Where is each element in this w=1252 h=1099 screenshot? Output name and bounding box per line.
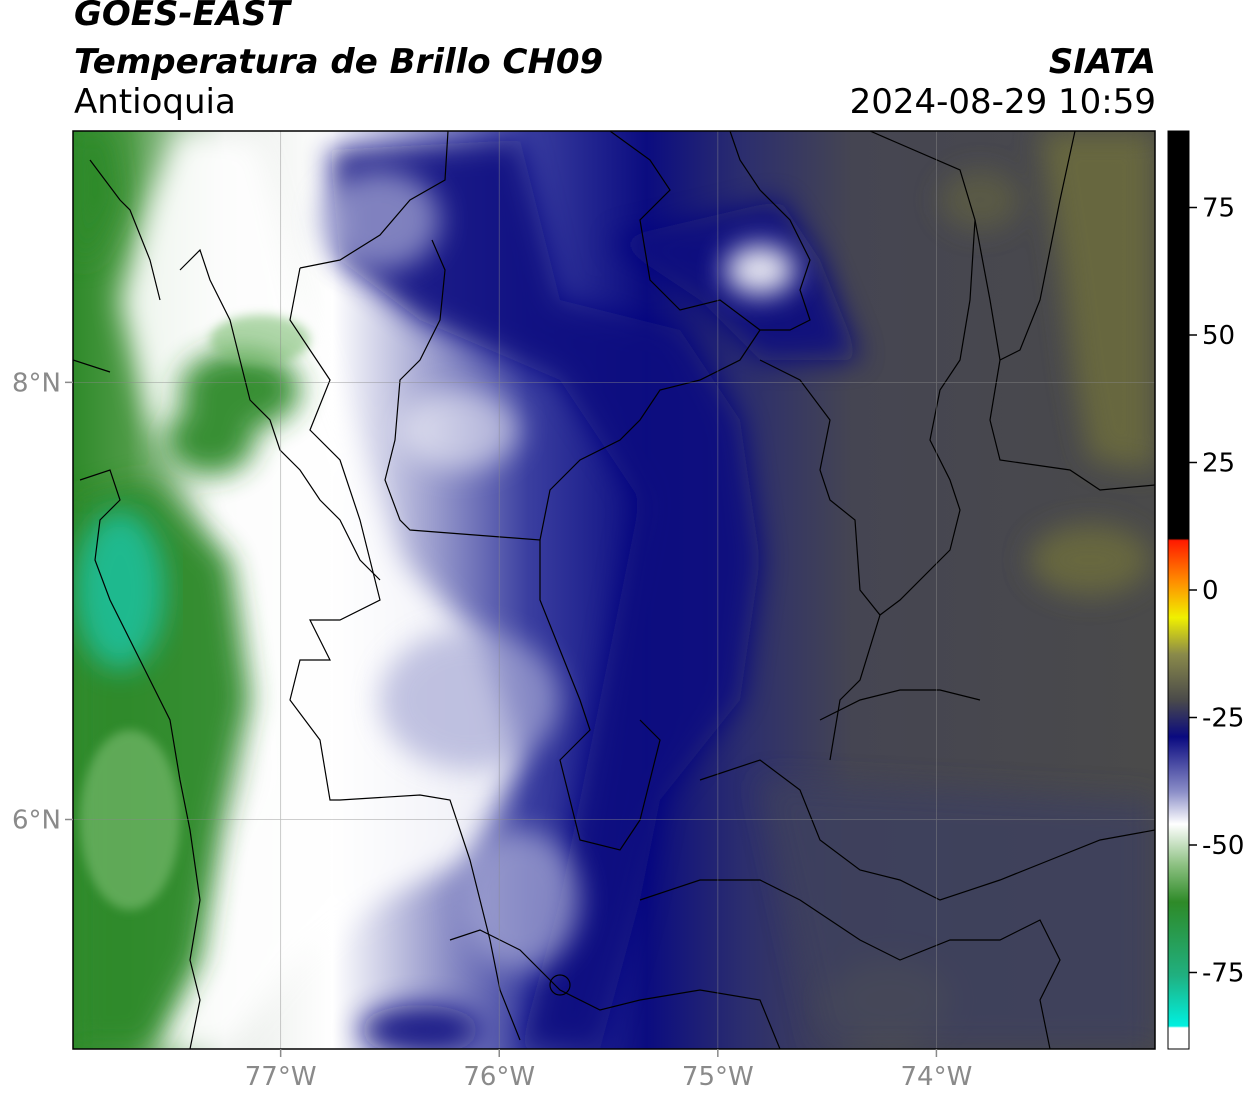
temperature-field [73,131,1155,1049]
colorbar-tick-label: -25 [1202,704,1244,734]
region-label: Antioquia [74,82,236,122]
product-title: Temperatura de Brillo CH09 [74,42,604,82]
axis-ticks: 77°W 76°W 75°W 74°W 8°N 6°N [12,368,972,1092]
lon-tick-label: 75°W [682,1062,754,1092]
lon-tick-label: 77°W [245,1062,317,1092]
colorbar-tick-label: 0 [1202,576,1219,606]
map-frame [72,130,1156,1050]
graticule [73,131,1155,1049]
colorbar-ticks: 75 50 25 0 -25 -50 -75 [1189,194,1244,989]
colorbar-tick-label: -50 [1202,831,1244,861]
colorbar-tick-label: 75 [1202,194,1235,224]
colorbar-tick-label: 50 [1202,321,1235,351]
lat-tick-label: 6°N [12,806,61,836]
colorbar-tick-label: 25 [1202,449,1235,479]
boundary-lines [73,131,1155,1049]
lon-tick-label: 74°W [901,1062,973,1092]
colorbar [1167,130,1190,1050]
colorbar-tick-label: -75 [1202,959,1244,989]
lon-tick-label: 76°W [463,1062,535,1092]
satellite-title: GOES-EAST [74,0,290,34]
organization-label: SIATA [1048,42,1156,82]
datetime-label: 2024-08-29 10:59 [849,82,1156,122]
lat-tick-label: 8°N [12,368,61,398]
